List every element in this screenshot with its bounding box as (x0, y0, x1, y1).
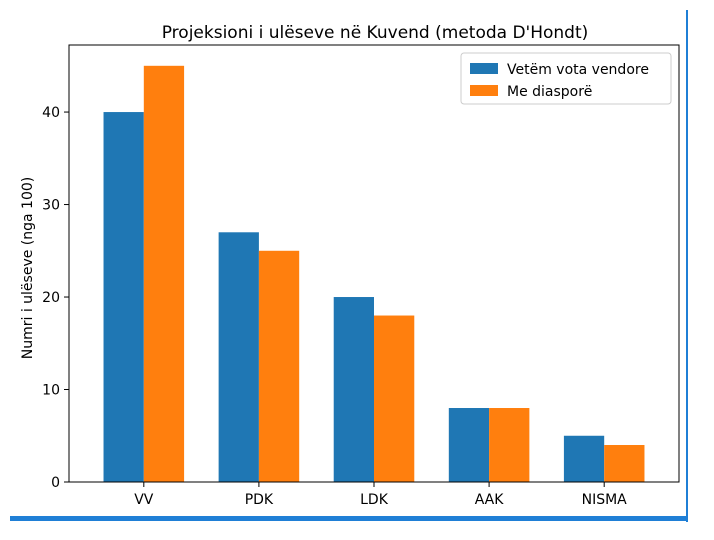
legend-swatch-series-2 (470, 85, 498, 96)
x-tick-label: AAK (475, 492, 505, 508)
bar-vv-series-2 (143, 65, 185, 483)
legend: Vetëm vota vendore Me diasporë (460, 52, 672, 105)
bar-nisma-series-1 (563, 435, 605, 482)
frame-border-bottom (10, 516, 688, 521)
bar-pdk-series-1 (218, 232, 259, 482)
bar-aak-series-2 (489, 408, 530, 482)
y-tick-label: 0 (51, 475, 60, 491)
bar-ldk-series-2 (374, 315, 415, 482)
x-tick-label: PDK (245, 492, 274, 508)
bar-aak-series-1 (448, 408, 490, 482)
legend-label-series-2: Me diasporë (507, 84, 592, 100)
y-tick-label: 40 (42, 105, 60, 121)
x-tick-label: NISMA (582, 492, 628, 508)
legend-swatch-series-1 (470, 63, 498, 74)
frame-border-right (686, 10, 688, 522)
legend-label-series-1: Vetëm vota vendore (507, 62, 649, 78)
bar-nisma-series-2 (604, 445, 645, 482)
x-tick-label: VV (134, 492, 154, 508)
y-tick-label: 30 (42, 198, 60, 214)
plot-area: 0 10 20 30 40 VV PDK LDK AAK NISMA (42, 44, 680, 508)
x-tick-label: LDK (360, 492, 389, 508)
bar-ldk-series-1 (333, 297, 374, 482)
chart-title: Projeksioni i ulëseve në Kuvend (metoda … (162, 23, 589, 43)
y-tick-label: 10 (42, 383, 60, 399)
y-axis-label: Numri i ulëseve (nga 100) (20, 177, 36, 360)
bar-pdk-series-2 (258, 250, 300, 482)
y-tick-label: 20 (42, 290, 60, 306)
bar-vv-series-1 (103, 112, 144, 482)
legend-box (460, 52, 672, 105)
